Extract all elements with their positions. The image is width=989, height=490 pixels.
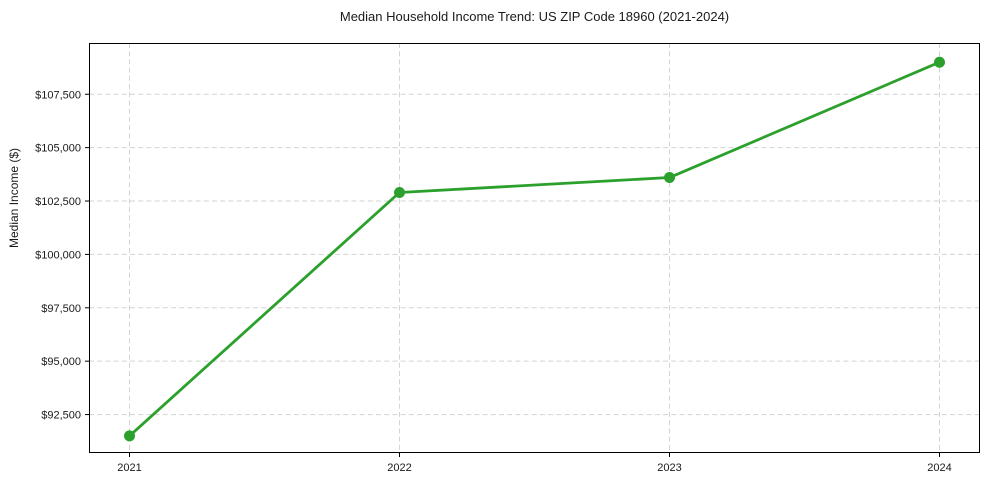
x-tick-label: 2022 (387, 462, 411, 474)
y-tick-label: $95,000 (41, 356, 81, 368)
x-tick-label: 2023 (657, 462, 681, 474)
plot-border (89, 43, 980, 453)
y-tick-label: $102,500 (35, 196, 81, 208)
trend-line (128, 60, 941, 438)
data-point-2021 (124, 430, 135, 442)
y-tick-label: $107,500 (35, 89, 81, 101)
y-tick-label: $100,000 (35, 249, 81, 261)
y-tick-label: $97,500 (41, 303, 81, 315)
y-tick-label: $105,000 (35, 143, 81, 155)
data-point-2023 (664, 172, 675, 184)
data-point-2024 (934, 56, 945, 68)
x-tick-label: 2024 (927, 462, 951, 474)
chart-title: Median Household Income Trend: US ZIP Co… (339, 9, 730, 24)
x-tick-label: 2021 (117, 462, 141, 474)
y-tick-label: $92,500 (41, 410, 81, 422)
data-point-2022 (394, 186, 405, 198)
